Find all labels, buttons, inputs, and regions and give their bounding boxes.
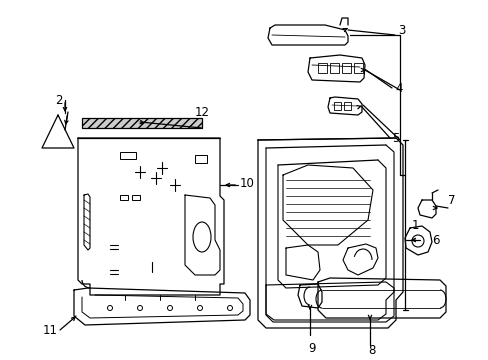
Text: 2: 2 xyxy=(55,94,62,107)
Bar xyxy=(120,152,136,159)
Text: 6: 6 xyxy=(431,234,439,247)
Polygon shape xyxy=(82,118,202,128)
Text: 3: 3 xyxy=(397,23,405,36)
Bar xyxy=(120,195,128,200)
Bar xyxy=(341,63,350,73)
Bar xyxy=(343,102,350,110)
Text: 4: 4 xyxy=(394,81,402,95)
Bar xyxy=(195,155,206,163)
Text: 1: 1 xyxy=(411,219,419,231)
Text: 5: 5 xyxy=(391,131,399,144)
Text: 11: 11 xyxy=(43,324,58,337)
Text: 8: 8 xyxy=(367,343,375,356)
Text: 12: 12 xyxy=(195,105,209,118)
Bar xyxy=(317,63,326,73)
Bar xyxy=(353,63,362,73)
Bar xyxy=(329,63,338,73)
Text: 10: 10 xyxy=(240,176,254,189)
Bar xyxy=(333,102,340,110)
Text: 7: 7 xyxy=(447,194,454,207)
Text: 9: 9 xyxy=(307,342,315,355)
Bar xyxy=(132,195,140,200)
